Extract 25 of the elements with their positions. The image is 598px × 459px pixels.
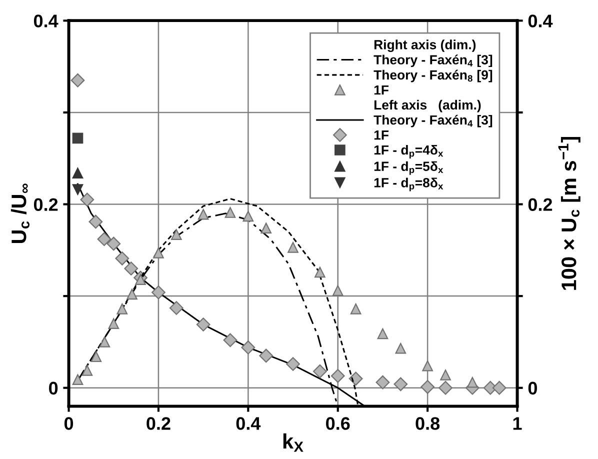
legend-label: Theory - Faxén$_{4}$ [3]: [374, 114, 492, 128]
legend-label: Theory - Faxén$_{8}$ [9]: [374, 70, 492, 82]
legend-label: 1F - d$_{p}$=4δ$_{x}$: [374, 144, 444, 159]
x-tick-label: 0: [64, 417, 74, 430]
legend-label: 1F - d$_{p}$=8δ$_{x}$: [374, 178, 444, 192]
x-axis-title: k$_{X}$: [283, 433, 304, 452]
y2-tick-label: 0: [528, 382, 537, 395]
x-tick-label: 0.4: [236, 417, 261, 430]
y-tick-label: 0.4: [34, 14, 58, 28]
y2-axis-title: 100 × U$_{c}$ [m s$^{−1}$]: [558, 136, 580, 290]
x-tick-label: 1: [513, 417, 522, 430]
annotation: Right axis (dim.): [374, 40, 476, 52]
y2-tick-label: 0.2: [528, 198, 552, 211]
legend-label: 1F: [374, 85, 388, 95]
y-tick-label: 0.2: [34, 198, 58, 211]
x-tick-label: 0.2: [146, 417, 170, 430]
x-tick-label: 0.8: [416, 417, 440, 430]
y-tick-label: 0: [49, 382, 58, 395]
legend-label: Theory - Faxén$_{4}$ [3]: [374, 54, 492, 68]
y-axis-title: U$_{c}$ /U$_{∞}$: [10, 184, 30, 244]
legend-label: 1F - d$_{p}$=5δ$_{x}$: [374, 161, 444, 175]
x-tick-label: 0.6: [326, 417, 350, 430]
legend-label: 1F: [374, 130, 388, 140]
y2-tick-label: 0.4: [528, 14, 553, 28]
annotation: Left axis (adim.): [374, 100, 481, 112]
